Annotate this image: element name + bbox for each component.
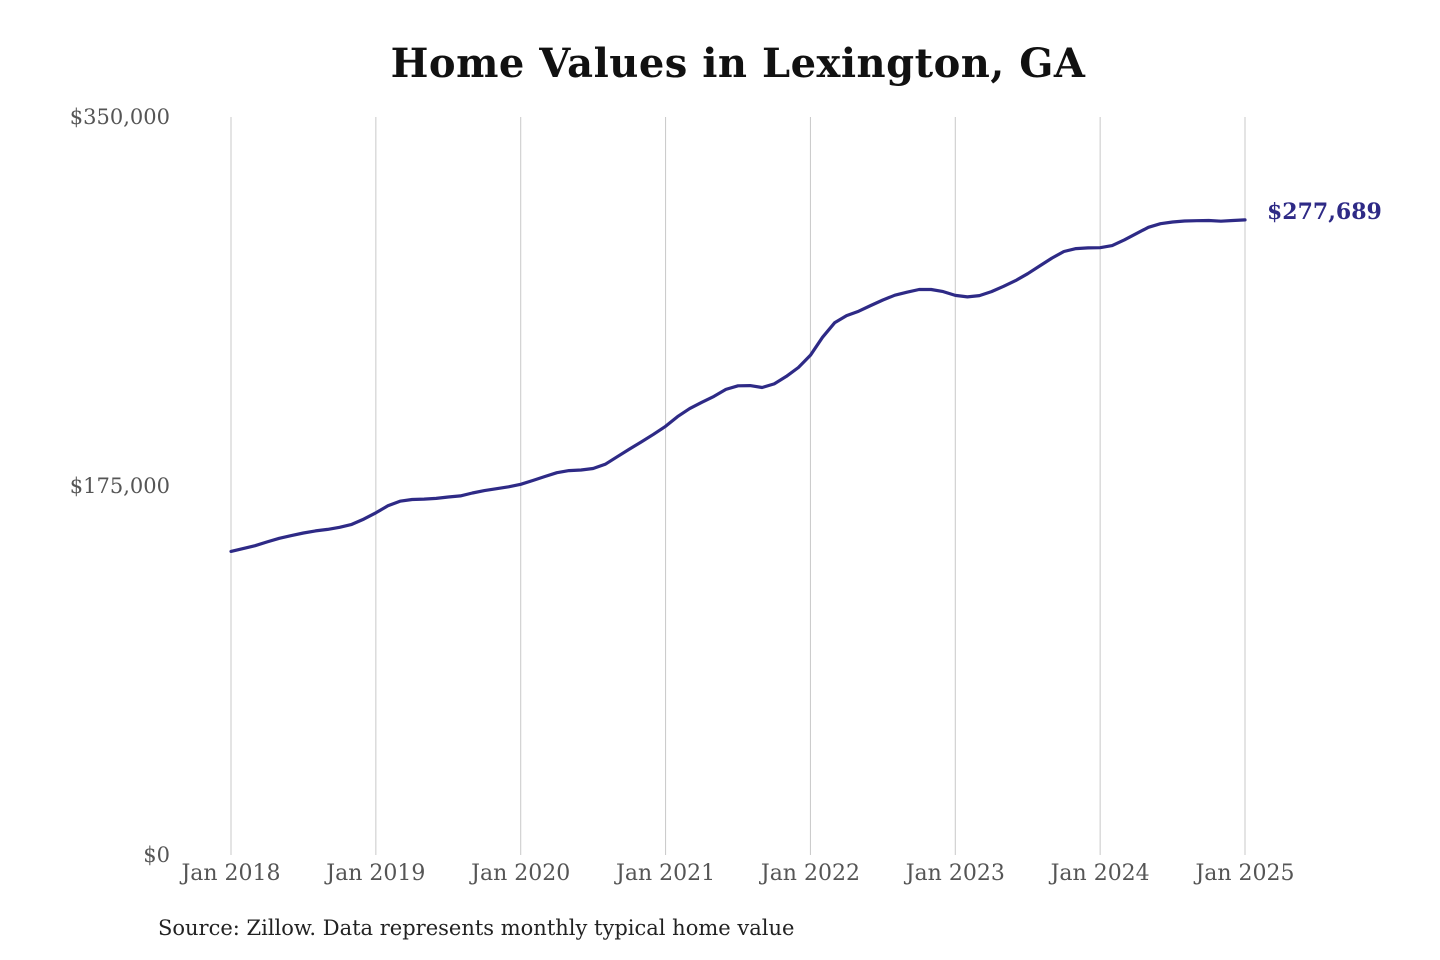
x-axis-ticks: Jan 2018 Jan 2019 Jan 2020 Jan 2021 Jan 2022… xyxy=(179,861,1294,886)
y-axis-ticks: $0 $175,000 $350,000 xyxy=(70,105,170,867)
y-tick-label: $175,000 xyxy=(70,474,170,498)
y-tick-label: $0 xyxy=(143,843,170,867)
chart-title: Home Values in Lexington, GA xyxy=(390,40,1086,87)
y-tick-label: $350,000 xyxy=(70,105,170,129)
x-tick-label: Jan 2019 xyxy=(324,861,425,886)
x-tick-label: Jan 2023 xyxy=(904,861,1005,886)
series-layer: $277,689 xyxy=(229,199,1382,554)
gridlines xyxy=(230,117,1246,855)
x-tick-label: Jan 2021 xyxy=(614,861,715,886)
x-tick-label: Jan 2022 xyxy=(759,861,860,886)
source-note: Source: Zillow. Data represents monthly … xyxy=(158,916,795,940)
x-tick-label: Jan 2025 xyxy=(1193,861,1294,886)
series-line-home-value xyxy=(229,218,1247,554)
x-tick-label: Jan 2020 xyxy=(469,861,570,886)
x-tick-label: Jan 2024 xyxy=(1049,861,1150,886)
end-value-label: $277,689 xyxy=(1267,199,1382,225)
x-tick-label: Jan 2018 xyxy=(179,861,280,886)
